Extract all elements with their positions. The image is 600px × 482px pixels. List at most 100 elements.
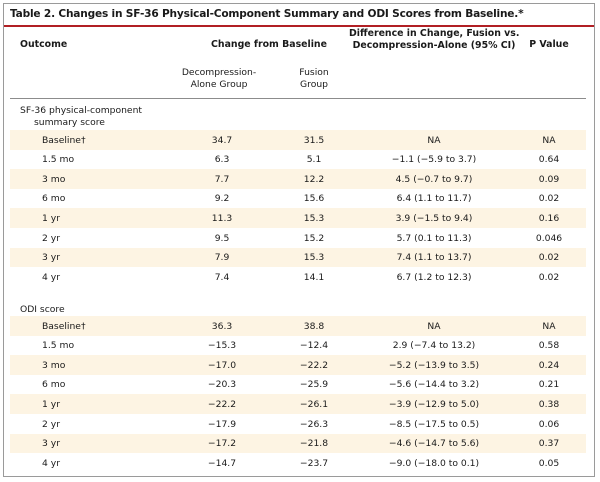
section-label-sf36-line1: SF-36 physical-component [20,105,142,116]
cell-decompression-change: −14.7 [207,457,237,469]
cell-difference-ci: −3.9 (−12.9 to 5.0) [388,398,480,410]
header-decompression-group-line1: Decompression- [181,67,257,78]
header-rule [10,98,586,99]
row-label: 6 mo [42,193,66,205]
header-difference-line2: Decompression-Alone (95% CI) [352,40,516,51]
row-label: 3 yr [42,438,60,450]
cell-decompression-change: 9.2 [214,193,230,205]
header-change-from-baseline: Change from Baseline [211,39,327,50]
cell-difference-ci: 4.5 (−0.7 to 9.7) [395,173,473,185]
cell-decompression-change: 7.4 [214,271,230,283]
table-title: Table 2. Changes in SF-36 Physical-Compo… [10,8,524,20]
row-label: Baseline† [42,134,86,146]
cell-decompression-change: −17.0 [207,359,237,371]
section-label-sf36-line2: summary score [34,117,105,128]
cell-difference-ci: NA [427,320,441,332]
header-p-value: P Value [529,39,569,50]
cell-fusion-change: −21.8 [299,438,329,450]
cell-decompression-change: −17.2 [207,438,237,450]
section-label-odi: ODI score [20,304,65,315]
cell-difference-ci: −5.6 (−14.4 to 3.2) [388,379,480,391]
cell-p-value: 0.06 [538,418,560,430]
row-shade [10,169,586,189]
header-fusion-group-line1: Fusion [299,67,329,78]
cell-decompression-change: −15.3 [207,340,237,352]
cell-decompression-change: 7.9 [214,252,230,264]
cell-fusion-change: −25.9 [299,379,329,391]
cell-difference-ci: −8.5 (−17.5 to 0.5) [388,418,480,430]
table-title-bar: Table 2. Changes in SF-36 Physical-Compo… [4,4,594,27]
cell-p-value: 0.02 [538,193,560,205]
cell-p-value: 0.21 [538,379,560,391]
cell-decompression-change: −17.9 [207,418,237,430]
cell-difference-ci: −5.2 (−13.9 to 3.5) [388,359,480,371]
header-outcome: Outcome [20,39,68,50]
row-label: 3 yr [42,252,60,264]
row-label: 4 yr [42,457,60,469]
cell-p-value: 0.37 [538,438,560,450]
row-label: Baseline† [42,320,86,332]
cell-p-value: 0.05 [538,457,560,469]
cell-fusion-change: −23.7 [299,457,329,469]
cell-fusion-change: −22.2 [299,359,329,371]
header-decompression-group-line2: Alone Group [190,79,248,90]
cell-fusion-change: −12.4 [299,340,329,352]
cell-difference-ci: 2.9 (−7.4 to 13.2) [392,340,476,352]
cell-difference-ci: −9.0 (−18.0 to 0.1) [388,457,480,469]
cell-decompression-change: 34.7 [211,134,233,146]
cell-difference-ci: −1.1 (−5.9 to 3.7) [391,154,477,166]
cell-decompression-change: −22.2 [207,398,237,410]
row-label: 1.5 mo [42,340,75,352]
cell-p-value: 0.046 [535,232,563,244]
cell-difference-ci: 5.7 (0.1 to 11.3) [396,232,472,244]
cell-fusion-change: 15.3 [303,252,325,264]
cell-p-value: 0.09 [538,173,560,185]
cell-p-value: 0.02 [538,252,560,264]
cell-fusion-change: 5.1 [306,154,322,166]
row-shade [10,394,586,414]
row-shade [10,433,586,454]
row-label: 2 yr [42,418,60,430]
header-fusion-group-line2: Group [300,79,328,90]
cell-fusion-change: 38.8 [303,320,325,332]
row-shade [10,316,586,336]
cell-difference-ci: 6.7 (1.2 to 12.3) [396,271,472,283]
cell-p-value: NA [542,134,556,146]
cell-fusion-change: 15.3 [303,212,325,224]
cell-difference-ci: 6.4 (1.1 to 11.7) [396,193,472,205]
table-frame: Table 2. Changes in SF-36 Physical-Compo… [3,3,595,477]
cell-decompression-change: 7.7 [214,173,230,185]
row-label: 6 mo [42,379,66,391]
cell-fusion-change: 12.2 [303,173,325,185]
cell-fusion-change: −26.3 [299,418,329,430]
row-shade [10,130,586,150]
row-label: 4 yr [42,271,60,283]
cell-fusion-change: 31.5 [303,134,325,146]
cell-decompression-change: 6.3 [214,154,230,166]
cell-p-value: NA [542,320,556,332]
cell-difference-ci: 7.4 (1.1 to 13.7) [396,252,472,264]
cell-difference-ci: 3.9 (−1.5 to 9.4) [395,212,473,224]
cell-difference-ci: NA [427,134,441,146]
cell-p-value: 0.64 [538,154,560,166]
row-label: 2 yr [42,232,60,244]
row-shade [10,355,586,375]
cell-fusion-change: 15.6 [303,193,325,205]
row-shade [10,208,586,228]
row-shade [10,247,586,268]
row-label: 1 yr [42,398,60,410]
cell-decompression-change: −20.3 [207,379,237,391]
cell-p-value: 0.16 [538,212,560,224]
cell-decompression-change: 9.5 [214,232,230,244]
row-label: 3 mo [42,359,66,371]
cell-difference-ci: −4.6 (−14.7 to 5.6) [388,438,480,450]
cell-p-value: 0.24 [538,359,560,371]
row-label: 1.5 mo [42,154,75,166]
row-label: 3 mo [42,173,66,185]
cell-p-value: 0.02 [538,271,560,283]
cell-fusion-change: 15.2 [303,232,325,244]
cell-fusion-change: 14.1 [303,271,325,283]
cell-p-value: 0.38 [538,398,560,410]
row-label: 1 yr [42,212,60,224]
cell-p-value: 0.58 [538,340,560,352]
